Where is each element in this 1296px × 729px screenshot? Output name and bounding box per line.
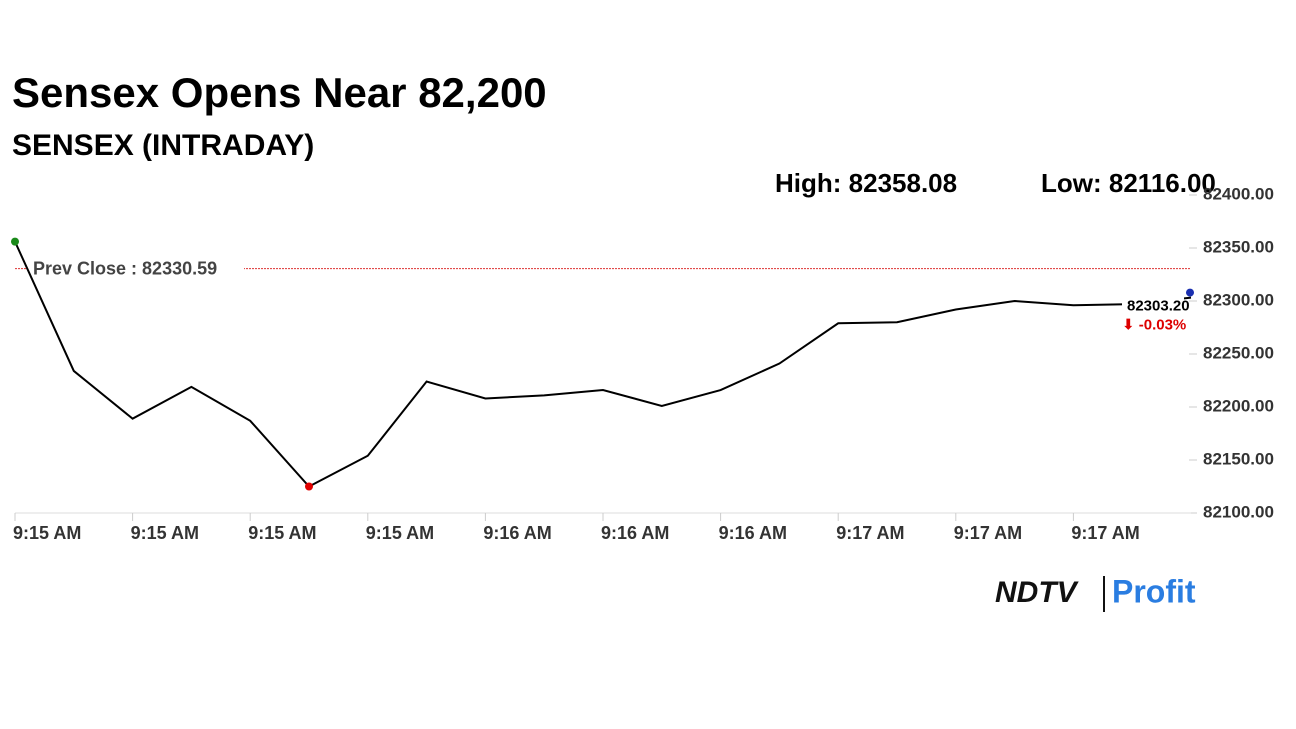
x-tick-label: 9:16 AM [483, 523, 551, 543]
x-tick-label: 9:15 AM [13, 523, 81, 543]
x-tick-label: 9:16 AM [719, 523, 787, 543]
y-tick-label: 82100.00 [1203, 502, 1274, 521]
reference-label: Prev Close : 82330.59 [33, 258, 217, 278]
x-tick-label: 9:15 AM [248, 523, 316, 543]
y-tick-label: 82350.00 [1203, 237, 1274, 256]
x-tick-label: 9:15 AM [366, 523, 434, 543]
y-tick-label: 82200.00 [1203, 396, 1274, 415]
last-label-bg [1122, 288, 1184, 329]
reference-label-bg [28, 256, 244, 281]
logo-profit: Profit [1112, 573, 1196, 609]
logo-ndtv: NDTV [995, 576, 1080, 609]
change-label: ⬇ -0.03% [1122, 317, 1186, 334]
x-tick-label: 9:16 AM [601, 523, 669, 543]
low-label: Low: 82116.00 [1041, 168, 1216, 198]
start-marker [11, 237, 19, 246]
y-tick-label: 82300.00 [1203, 290, 1274, 309]
chart-title: Sensex Opens Near 82,200 [12, 69, 547, 116]
high-label: High: 82358.08 [775, 168, 957, 198]
end-marker [1186, 288, 1194, 297]
x-tick-label: 9:17 AM [954, 523, 1022, 543]
y-tick-label: 82150.00 [1203, 449, 1274, 468]
x-tick-label: 9:17 AM [836, 523, 904, 543]
chart-subtitle: SENSEX (INTRADAY) [12, 129, 314, 162]
x-tick-label: 9:15 AM [131, 523, 199, 543]
series-line [14, 241, 1192, 488]
last-value-label: 82303.20 [1127, 298, 1190, 315]
y-tick-label: 82400.00 [1203, 184, 1274, 203]
low-marker [305, 482, 313, 491]
y-tick-label: 82250.00 [1203, 343, 1274, 362]
x-tick-label: 9:17 AM [1071, 523, 1139, 543]
